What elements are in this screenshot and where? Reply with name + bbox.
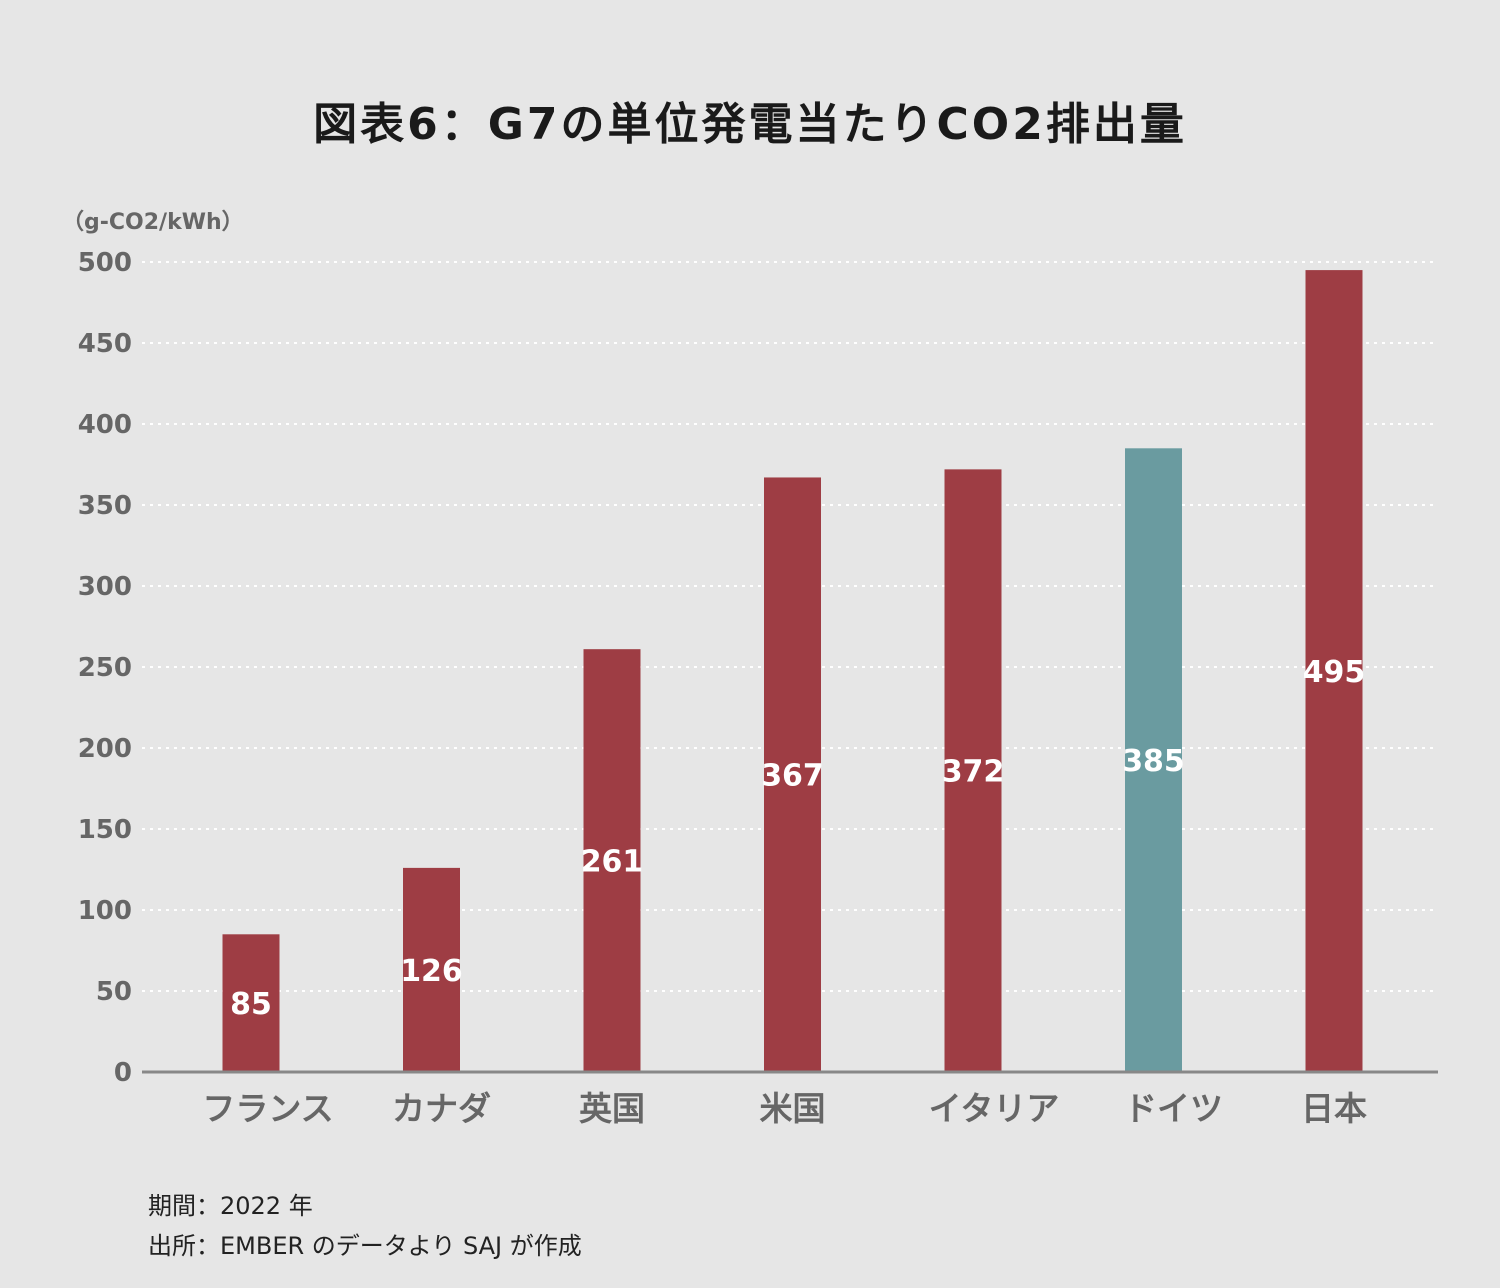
x-tick-label: フランス [202, 1089, 333, 1128]
y-tick-label: 200 [78, 734, 132, 764]
data-labels: 85 126 261 367 372 385 495 [230, 655, 1365, 1022]
x-tick-label: 日本 [1301, 1089, 1367, 1128]
data-label: 85 [230, 987, 272, 1022]
data-label: 367 [761, 759, 824, 794]
bars [222, 270, 1363, 1073]
y-axis-ticks: 0 50 100 150 200 250 300 350 400 450 500 [78, 248, 132, 1088]
source-note: 出所：EMBER のデータより SAJ が作成 [148, 1232, 582, 1260]
bar-6 [1125, 448, 1182, 1072]
y-tick-label: 500 [78, 248, 132, 278]
x-tick-label: カナダ [392, 1089, 491, 1128]
x-tick-label: ドイツ [1124, 1089, 1223, 1128]
period-note: 期間：2022 年 [148, 1192, 313, 1220]
data-label: 385 [1122, 744, 1185, 779]
y-tick-label: 250 [78, 653, 132, 683]
y-tick-label: 350 [78, 491, 132, 521]
y-tick-label: 300 [78, 572, 132, 602]
y-tick-label: 0 [114, 1058, 132, 1088]
x-tick-label: 米国 [760, 1089, 826, 1128]
bar-4 [764, 477, 821, 1073]
y-tick-label: 400 [78, 410, 132, 440]
bar-2 [403, 867, 460, 1072]
data-label: 261 [581, 845, 644, 880]
data-label: 372 [942, 755, 1005, 790]
y-axis-unit-label: （g-CO2/kWh） [62, 210, 244, 235]
bar-1 [222, 934, 280, 1072]
x-axis-ticks: フランス カナダ 英国 米国 イタリア ドイツ 日本 [202, 1089, 1367, 1128]
data-label: 126 [400, 954, 463, 989]
chart-title: 図表6：G7の単位発電当たりCO2排出量 [313, 99, 1187, 150]
x-tick-label: イタリア [929, 1089, 1060, 1128]
y-tick-label: 100 [78, 896, 132, 926]
x-tick-label: 英国 [579, 1089, 645, 1128]
bar-5 [944, 469, 1002, 1072]
y-tick-label: 150 [78, 815, 132, 845]
bar-3 [583, 649, 641, 1072]
bar-7 [1305, 270, 1363, 1073]
y-tick-label: 50 [96, 977, 132, 1007]
data-label: 495 [1303, 655, 1366, 690]
y-tick-label: 450 [78, 329, 132, 359]
